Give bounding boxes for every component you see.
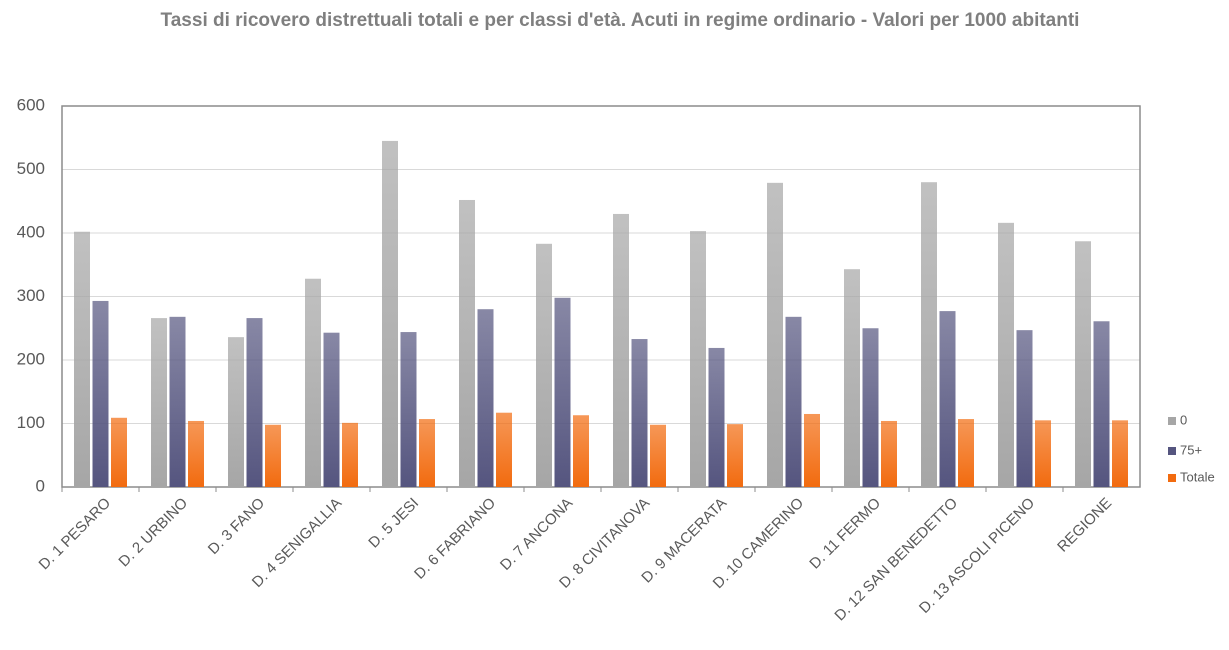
bar xyxy=(650,424,666,487)
chart-title: Tassi di ricovero distrettuali totali e … xyxy=(160,10,1080,31)
legend-swatch xyxy=(1168,447,1176,455)
bar xyxy=(1093,321,1110,487)
bar xyxy=(459,199,475,488)
y-tick-label: 100 xyxy=(17,413,45,432)
bar xyxy=(998,222,1014,487)
legend-swatch xyxy=(1168,417,1176,425)
bar xyxy=(382,140,398,488)
bar xyxy=(921,182,937,487)
bar xyxy=(804,413,820,487)
x-tick-label: D. 6 FABRIANO xyxy=(411,495,499,583)
bar xyxy=(573,415,589,487)
y-tick-label: 0 xyxy=(36,476,45,495)
bar xyxy=(111,417,127,487)
bar xyxy=(169,316,186,487)
y-tick-label: 600 xyxy=(17,95,45,114)
bar xyxy=(228,337,244,487)
bar xyxy=(265,424,281,487)
bar xyxy=(613,213,629,487)
bar xyxy=(305,278,321,487)
x-tick-label: D. 1 PESARO xyxy=(36,495,115,574)
bar xyxy=(188,420,204,487)
legend-swatch xyxy=(1168,474,1176,482)
bar xyxy=(496,412,512,487)
bar xyxy=(844,269,860,487)
y-tick-label: 500 xyxy=(17,159,45,178)
bar xyxy=(323,332,340,487)
x-tick-label: D. 2 URBINO xyxy=(115,495,191,571)
bar xyxy=(708,347,725,487)
x-tick-label: REGIONE xyxy=(1054,495,1115,556)
bar xyxy=(939,311,956,487)
legend-label: Totale xyxy=(1180,469,1215,484)
bar xyxy=(74,231,90,487)
bar xyxy=(690,231,706,487)
bar xyxy=(536,243,552,487)
bar xyxy=(958,419,974,487)
bar xyxy=(342,422,358,487)
bar xyxy=(554,297,571,487)
x-tick-label: D. 11 FERMO xyxy=(806,495,884,573)
y-tick-label: 400 xyxy=(17,222,45,241)
bar xyxy=(767,182,783,487)
y-tick-label: 300 xyxy=(17,286,45,305)
legend-label: 75+ xyxy=(1180,442,1202,457)
bar xyxy=(862,328,879,487)
bar xyxy=(151,318,167,487)
bar xyxy=(785,316,802,487)
bar xyxy=(1112,420,1128,487)
bar xyxy=(477,309,494,487)
bar xyxy=(419,419,435,487)
bar xyxy=(631,339,648,487)
x-tick-label: D. 7 ANCONA xyxy=(497,495,576,574)
bar xyxy=(1075,241,1091,487)
bar xyxy=(92,300,109,487)
bar xyxy=(400,332,417,487)
y-tick-label: 200 xyxy=(17,349,45,368)
bar xyxy=(246,318,263,487)
bar xyxy=(881,420,897,487)
x-tick-label: D. 12 SAN BENEDETTO xyxy=(831,495,961,625)
bar xyxy=(1035,420,1051,487)
legend-label: 0 xyxy=(1180,412,1187,427)
bar xyxy=(727,424,743,487)
bar xyxy=(1016,330,1033,487)
x-tick-label: D. 3 FANO xyxy=(205,495,268,558)
x-tick-label: D. 5 JESI xyxy=(365,495,422,552)
